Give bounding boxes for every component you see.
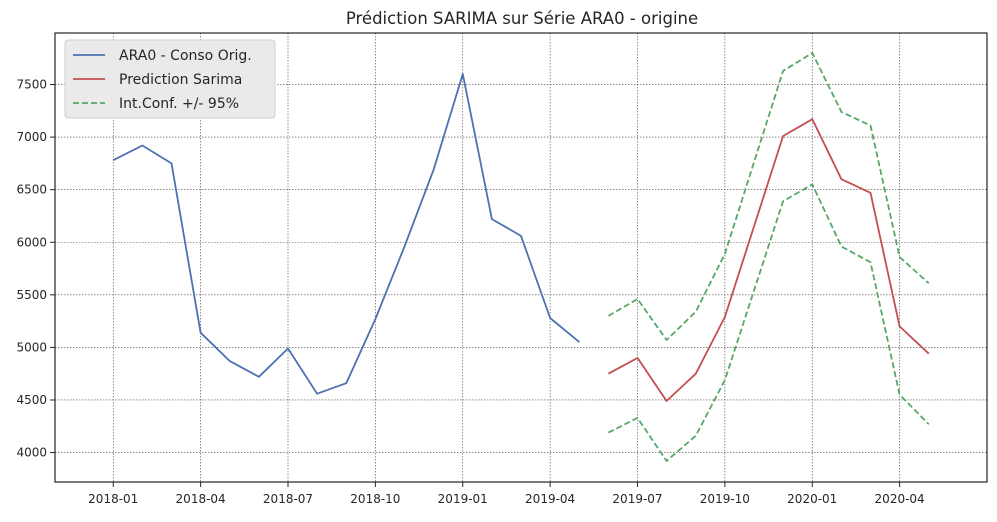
y-tick-label: 7000 [16,130,47,144]
y-tick-label: 6000 [16,235,47,249]
legend-label: Int.Conf. +/- 95% [119,96,239,112]
chart-title: Prédiction SARIMA sur Série ARA0 - origi… [346,9,698,28]
y-tick-label: 5500 [16,288,47,302]
y-tick-label: 6500 [16,183,47,197]
x-tick-label: 2019-01 [438,492,488,506]
series-line-prediction-sarima [607,118,930,402]
x-tick-label: 2018-01 [88,492,138,506]
series-layer [112,52,930,462]
y-tick-label: 4500 [16,393,47,407]
y-tick-label: 4000 [16,446,47,460]
x-tick-label: 2018-07 [263,492,313,506]
x-tick-label: 2019-10 [700,492,750,506]
series-line-ara0-conso-orig [112,73,580,395]
x-tick-label: 2018-04 [176,492,226,506]
x-tick-label: 2020-01 [787,492,837,506]
legend-label: Prediction Sarima [119,72,242,88]
x-tick-label: 2019-07 [612,492,662,506]
axes: 2018-01 2018-04 2018-07 2018-10 2019-01 2019-… [16,78,924,506]
x-tick-label: 2018-10 [350,492,400,506]
grid [55,33,987,482]
x-tick-label: 2020-04 [875,492,925,506]
y-tick-label: 7500 [16,78,47,92]
x-tick-label: 2019-04 [525,492,575,506]
legend-label: ARA0 - Conso Orig. [119,48,252,64]
legend-box [64,39,276,119]
series-line-int-conf-95 [607,52,930,341]
legend: ARA0 - Conso Orig. Prediction Sarima Int.C… [64,39,276,119]
y-tick-label: 5000 [16,340,47,354]
series-line-confidence-interval-lower [607,183,930,462]
legend-items: ARA0 - Conso Orig. Prediction Sarima Int.C… [73,48,252,112]
plot-frame [54,32,988,483]
